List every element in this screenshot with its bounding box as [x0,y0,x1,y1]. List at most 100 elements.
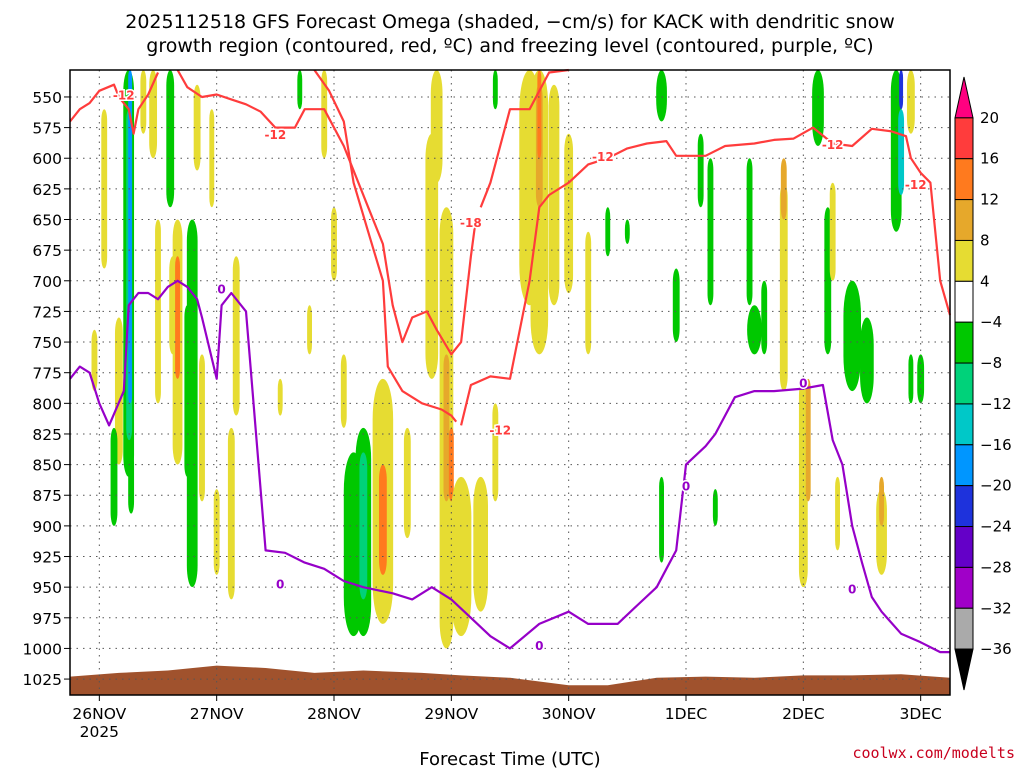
colorbar-swatch [954,526,974,568]
omega-cell [403,427,411,539]
omega-cell [128,452,135,514]
colorbar-swatch [954,239,974,282]
credit-text: coolwx.com/modelts [852,744,1015,762]
terrain-fill [70,665,950,695]
y-tick-label: 650 [32,212,62,230]
omega-cell [829,182,836,281]
omega-cell [199,354,205,502]
omega-cell [707,158,714,306]
red-contour-label: -12 [905,178,927,192]
colorbar-swatch [954,566,974,609]
omega-cell [697,133,704,208]
red-contour-label: -12 [264,128,286,142]
colorbar-tick-label: −28 [980,558,1012,576]
omega-cell [321,70,328,159]
y-tick-label: 975 [32,610,62,628]
omega-cell [605,207,611,257]
omega-cell [227,427,235,600]
y-tick-label: 750 [32,334,62,352]
omega-cell [297,70,303,110]
colorbar-swatch [954,485,974,528]
x-axis-label: Forecast Time (UTC) [419,749,600,768]
omega-cell [277,378,283,416]
colorbar-tick-label: −24 [980,518,1012,536]
plot-frame [69,69,951,696]
x-tick-label: 29NOV [424,705,478,723]
purple-freezing-level [69,279,950,654]
omega-cell [761,280,768,355]
colorbar-swatch [954,280,974,323]
red-contour-label: -12 [822,138,844,152]
colorbar-swatch [954,199,974,241]
y-tick-label: 925 [32,549,62,567]
omega-cell [805,378,811,502]
colorbar-tick-label: 12 [980,191,999,209]
omega-cell [860,317,874,404]
colorbar-top-arrow [954,76,974,119]
omega-cell [779,182,788,392]
omega-cell [898,109,905,195]
colorbar-tick-label: −32 [980,599,1012,617]
purple-contour-label: 0 [535,639,543,653]
purple-contour-label: 0 [799,377,807,391]
terrain-area [70,665,950,695]
omega-cell [890,70,902,232]
x-tick-label: 26NOV [72,705,126,723]
y-tick-label: 825 [32,426,62,444]
purple-contour-label: 0 [682,480,690,494]
y-tick-label: 600 [32,150,62,168]
y-tick-label: 875 [32,487,62,505]
omega-cell [843,280,862,392]
colorbar-swatch [954,444,974,487]
y-tick-label: 700 [32,273,62,291]
colorbar-swatch [954,403,974,446]
omega-shading [91,70,925,649]
y-tick-label: 725 [32,303,62,321]
y-tick-label: 900 [32,518,62,536]
colorbar-tick-label: −8 [980,354,1002,372]
omega-cell [331,207,337,281]
x-tick-year: 2025 [80,723,119,741]
colorbar-tick-label: −12 [980,395,1012,413]
omega-cell [812,70,824,146]
colorbar-bottom-arrow [954,648,974,691]
gridlines [70,70,950,695]
omega-cell [492,70,498,110]
colorbar-swatch [954,607,974,650]
omega-cell [209,109,215,208]
omega-cell [908,354,914,404]
omega-cell [378,464,387,575]
x-tick-label: 2DEC [782,705,824,723]
purple-contour-label: 0 [276,578,284,592]
omega-cell [835,476,840,551]
omega-cell [155,219,161,404]
x-tick-label: 1DEC [665,705,707,723]
omega-cell [425,133,439,379]
colorbar-tick-label: 4 [980,272,990,290]
omega-cell [184,305,191,477]
y-tick-label: 1025 [23,671,62,689]
purple-contour-label: 0 [217,282,225,296]
colorbar-swatch [954,117,974,160]
colorbar-swatch [954,321,974,364]
omega-cell [747,305,762,355]
colorbar-tick-label: 16 [980,150,999,168]
colorbar-tick-label: −20 [980,477,1012,495]
x-tick-label: 28NOV [307,705,361,723]
omega-cell [624,219,630,245]
x-tick-label: 27NOV [190,705,244,723]
red-contour-label: -12 [489,423,511,437]
contour-lines [69,68,952,654]
y-axis-pressure-ticks: 550 575 600 625 650 675 700 725 750 775 800 825 850 8… [23,89,70,689]
red-contour-label: -12 [113,89,135,103]
omega-cell [746,158,753,306]
omega-cell [175,256,180,379]
omega-cell [659,476,664,563]
colorbar-swatch [954,158,974,201]
red-contour-lower [313,69,458,423]
omega-cell [672,268,680,343]
omega-cell [114,317,123,465]
omega-cell [166,70,175,208]
omega-cell [712,489,718,526]
red-contour-descent [176,69,477,356]
